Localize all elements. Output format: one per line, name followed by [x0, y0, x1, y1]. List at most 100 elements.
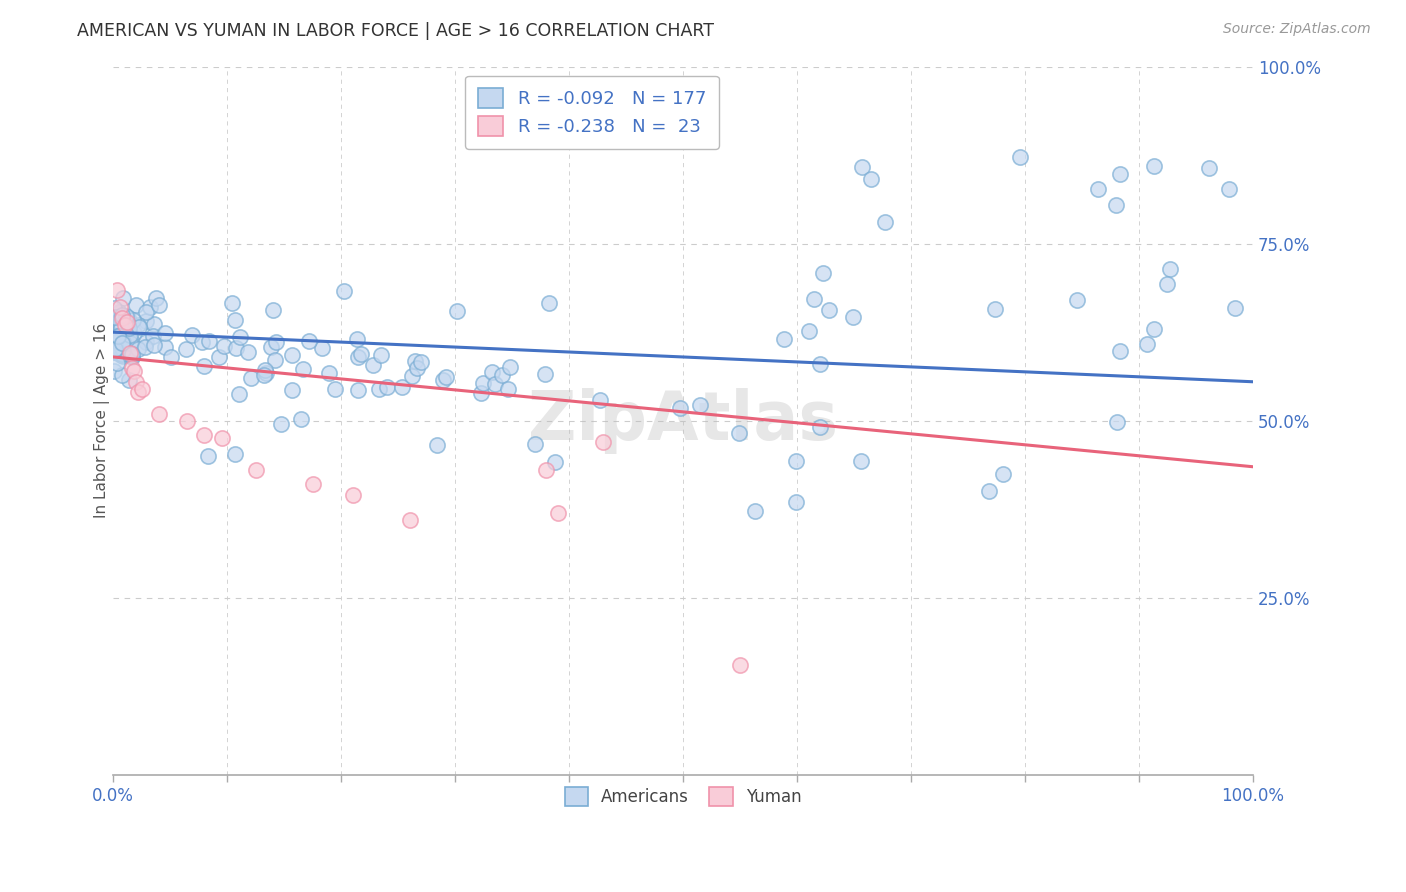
- Point: [127, 342, 149, 356]
- Point: [111, 308, 134, 322]
- Point: [1143, 159, 1166, 173]
- Point: [114, 331, 136, 345]
- Point: [108, 304, 131, 318]
- Point: [592, 434, 614, 449]
- Point: [103, 301, 125, 315]
- Point: [323, 382, 346, 396]
- Point: [111, 314, 134, 328]
- Point: [401, 368, 423, 383]
- Point: [145, 292, 167, 306]
- Point: [112, 335, 135, 350]
- Point: [291, 362, 314, 376]
- Point: [103, 345, 125, 359]
- Point: [1135, 337, 1157, 351]
- Point: [122, 313, 145, 327]
- Point: [114, 338, 136, 352]
- Point: [810, 420, 832, 434]
- Point: [105, 356, 128, 370]
- Point: [107, 346, 129, 360]
- Point: [103, 344, 125, 359]
- Point: [224, 313, 246, 327]
- Point: [1143, 321, 1166, 335]
- Point: [406, 360, 429, 375]
- Point: [533, 367, 555, 381]
- Point: [118, 328, 141, 343]
- Point: [155, 326, 177, 340]
- Point: [225, 342, 247, 356]
- Point: [537, 296, 560, 310]
- Point: [547, 506, 569, 520]
- Point: [772, 332, 794, 346]
- Point: [176, 414, 198, 428]
- Point: [110, 321, 132, 335]
- Point: [120, 336, 142, 351]
- Text: Source: ZipAtlas.com: Source: ZipAtlas.com: [1223, 22, 1371, 37]
- Point: [668, 401, 690, 416]
- Point: [112, 291, 135, 305]
- Point: [797, 324, 820, 338]
- Point: [263, 352, 285, 367]
- Point: [160, 351, 183, 365]
- Point: [120, 345, 142, 359]
- Point: [253, 363, 276, 377]
- Point: [128, 320, 150, 334]
- Point: [110, 347, 132, 361]
- Point: [363, 358, 385, 372]
- Point: [142, 337, 165, 351]
- Point: [229, 330, 252, 344]
- Point: [1105, 415, 1128, 429]
- Point: [135, 305, 157, 319]
- Point: [498, 359, 520, 374]
- Point: [104, 330, 127, 344]
- Point: [471, 376, 494, 390]
- Point: [193, 428, 215, 442]
- Point: [266, 335, 288, 350]
- Point: [143, 317, 166, 331]
- Point: [446, 304, 468, 318]
- Point: [105, 283, 128, 297]
- Point: [350, 346, 373, 360]
- Point: [211, 431, 233, 445]
- Point: [860, 172, 883, 186]
- Point: [1198, 161, 1220, 176]
- Point: [122, 364, 145, 378]
- Point: [107, 329, 129, 343]
- Point: [122, 326, 145, 340]
- Point: [254, 366, 277, 380]
- Point: [1109, 167, 1132, 181]
- Point: [481, 365, 503, 379]
- Point: [115, 314, 138, 328]
- Point: [110, 348, 132, 362]
- Point: [1159, 261, 1181, 276]
- Point: [298, 334, 321, 348]
- Point: [851, 160, 873, 174]
- Point: [543, 454, 565, 468]
- Point: [818, 302, 841, 317]
- Point: [496, 382, 519, 396]
- Point: [127, 318, 149, 333]
- Point: [135, 334, 157, 349]
- Point: [125, 375, 148, 389]
- Point: [124, 298, 146, 312]
- Point: [253, 368, 276, 383]
- Point: [112, 334, 135, 349]
- Point: [491, 368, 513, 382]
- Point: [984, 301, 1007, 316]
- Point: [1218, 182, 1240, 196]
- Point: [744, 504, 766, 518]
- Point: [1087, 182, 1109, 196]
- Point: [108, 318, 131, 333]
- Point: [875, 215, 897, 229]
- Point: [117, 317, 139, 331]
- Point: [536, 463, 558, 477]
- Point: [103, 320, 125, 334]
- Point: [262, 302, 284, 317]
- Point: [193, 359, 215, 373]
- Point: [849, 454, 872, 468]
- Text: AMERICAN VS YUMAN IN LABOR FORCE | AGE > 16 CORRELATION CHART: AMERICAN VS YUMAN IN LABOR FORCE | AGE >…: [77, 22, 714, 40]
- Point: [808, 357, 831, 371]
- Point: [1108, 344, 1130, 359]
- Point: [375, 380, 398, 394]
- Point: [367, 382, 389, 396]
- Point: [290, 412, 312, 426]
